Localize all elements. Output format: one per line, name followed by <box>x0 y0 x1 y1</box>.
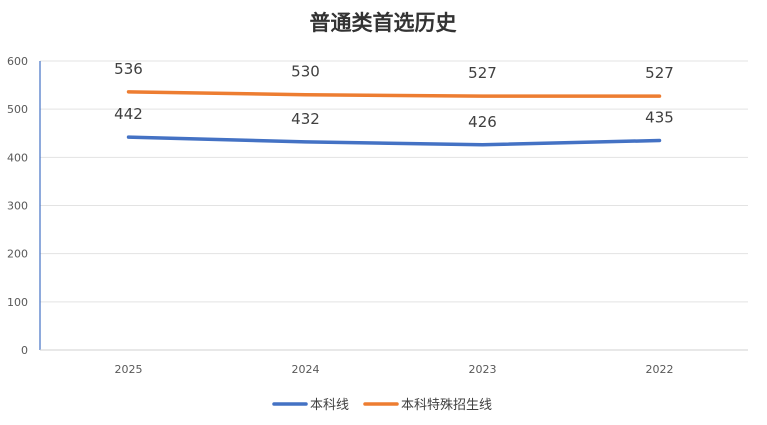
y-tick-label: 0 <box>21 344 28 357</box>
data-label: 527 <box>468 64 497 82</box>
legend: 本科线 本科特殊招生线 <box>272 398 492 413</box>
x-axis: 2025 2024 2023 2022 <box>40 349 748 376</box>
data-label: 527 <box>645 64 674 82</box>
x-tick-label: 2025 <box>115 363 143 376</box>
y-axis: 0 100 200 300 400 500 600 <box>7 55 41 357</box>
gridlines <box>40 60 748 303</box>
y-tick-label: 400 <box>7 151 28 164</box>
data-label: 426 <box>468 113 497 131</box>
data-label: 442 <box>114 105 143 123</box>
x-tick-label: 2023 <box>469 363 497 376</box>
y-tick-label: 500 <box>7 103 28 116</box>
y-tick-label: 100 <box>7 296 28 309</box>
series-line-0 <box>126 135 662 147</box>
legend-label-0: 本科线 <box>310 398 349 413</box>
chart-title: 普通类首选历史 <box>310 10 458 35</box>
y-tick-label: 600 <box>7 55 28 68</box>
data-label: 530 <box>291 63 320 81</box>
x-tick-label: 2024 <box>292 363 320 376</box>
series-line-1 <box>126 90 662 98</box>
x-tick-label: 2022 <box>646 363 674 376</box>
data-label: 432 <box>291 110 320 128</box>
data-label: 435 <box>645 108 674 126</box>
y-tick-label: 200 <box>7 248 28 261</box>
y-tick-label: 300 <box>7 200 28 213</box>
series-group: 442 432 426 435 536 530 527 527 <box>114 60 674 147</box>
data-label: 536 <box>114 60 143 78</box>
legend-label-1: 本科特殊招生线 <box>401 398 492 413</box>
